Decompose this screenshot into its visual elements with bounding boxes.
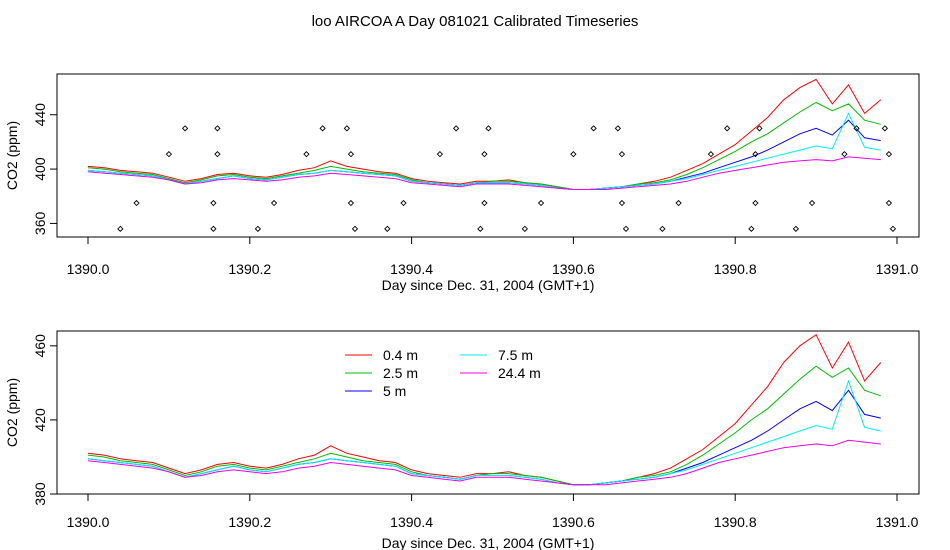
scatter-point (477, 225, 484, 232)
scatter-point (452, 125, 460, 132)
scatter-point (351, 225, 359, 232)
y-tick-label: 360 (32, 212, 48, 236)
series-line-24-4-m (87, 439, 881, 486)
scatter-point (537, 199, 545, 207)
scatter-point (347, 151, 355, 158)
x-axis-label: Day since Dec. 31, 2004 (GMT+1) (382, 535, 595, 550)
series-line-2-5-m (87, 365, 881, 486)
x-tick-label: 1390.8 (714, 514, 757, 530)
scatter-point (853, 125, 860, 132)
scatter-point (319, 125, 326, 132)
scatter-point (485, 125, 492, 132)
x-tick-label: 1390.0 (67, 261, 110, 277)
x-tick-label: 1390.2 (228, 261, 271, 277)
x-tick-label: 1390.2 (228, 514, 271, 530)
scatter-point (748, 225, 755, 232)
scatter-point (622, 225, 630, 232)
x-tick-label: 1390.6 (552, 261, 595, 277)
panel-top: 1390.0 1390.2 1390.4 1390.6 1390.8 1391.0 360 4… (4, 73, 920, 293)
scatter-point (210, 199, 217, 207)
legend-label: 2.5 m (383, 365, 418, 381)
scatter-point (214, 125, 221, 132)
scatter-point (254, 225, 262, 232)
scatter-point (792, 225, 800, 232)
series-line-2-5-m (87, 101, 881, 190)
y-tick-label: 420 (32, 408, 48, 432)
scatter-point (881, 125, 889, 132)
x-tick-label: 1390.6 (552, 514, 595, 530)
scatter-point (885, 199, 893, 207)
plot-frame (56, 73, 920, 238)
series-line-5-m (87, 119, 881, 190)
scatter-point (165, 151, 173, 158)
scatter-point (570, 151, 577, 158)
scatter-point (303, 151, 310, 158)
series-line-0-4-m (87, 333, 882, 486)
legend-label: 7.5 m (498, 347, 533, 363)
panel-bottom: 1390.0 1390.2 1390.4 1390.6 1390.8 1391.0 380 4… (4, 330, 920, 550)
series-line-0-4-m (87, 78, 882, 190)
legend-label: 5 m (383, 383, 406, 399)
scatter-point (841, 151, 848, 158)
series-line-7-5-m (87, 379, 881, 486)
x-tick-label: 1391.0 (876, 514, 919, 530)
scatter-point (117, 225, 124, 232)
series-group (87, 333, 882, 486)
legend-label: 0.4 m (383, 347, 418, 363)
scatter-point (590, 125, 597, 132)
plot-frame (56, 330, 920, 495)
scatter-point (181, 125, 189, 132)
legend-label: 24.4 m (498, 365, 541, 381)
y-axis-label: CO2 (ppm) (4, 378, 20, 447)
scatter-point (384, 225, 391, 232)
scatter-point (343, 125, 351, 132)
scatter-point (614, 125, 622, 132)
scatter-point (400, 199, 407, 207)
scatter-point (808, 199, 816, 207)
page-title: loo AIRCOA A Day 081021 Calibrated Times… (312, 13, 639, 30)
scatter-point (347, 199, 355, 207)
scatter-point (481, 151, 488, 158)
scatter-point (723, 125, 731, 132)
series-line-7-5-m (87, 112, 881, 190)
scatter-point (756, 125, 763, 132)
x-tick-label: 1390.4 (390, 261, 433, 277)
series-group (87, 78, 882, 190)
scatter-point (436, 151, 444, 158)
scatter-point (707, 151, 715, 158)
y-tick-label: 440 (32, 103, 48, 127)
scatter-point (214, 151, 221, 158)
y-tick-label: 400 (32, 157, 48, 181)
scatter-point (889, 225, 897, 232)
scatter-point (752, 199, 759, 207)
y-axis-label: CO2 (ppm) (4, 121, 20, 190)
y-tick-label: 460 (32, 334, 48, 358)
series-line-5-m (87, 389, 881, 486)
x-tick-label: 1391.0 (876, 261, 919, 277)
x-tick-label: 1390.4 (390, 514, 433, 530)
x-tick-label: 1390.0 (67, 514, 110, 530)
scatter-point (618, 199, 626, 207)
scatter-point (133, 199, 140, 207)
x-tick-label: 1390.8 (714, 261, 757, 277)
scatter-point (659, 225, 666, 232)
scatter-point (210, 225, 217, 232)
scatter-point (521, 225, 528, 232)
scatter-point (675, 199, 682, 207)
y-tick-label: 380 (32, 482, 48, 506)
scatter-point (618, 151, 626, 158)
scatter-point (752, 151, 759, 158)
series-line-24-4-m (87, 156, 881, 190)
scatter-point (270, 199, 278, 207)
scatter-point (885, 151, 893, 158)
scatter-point (481, 199, 488, 207)
x-axis-label: Day since Dec. 31, 2004 (GMT+1) (382, 277, 595, 293)
